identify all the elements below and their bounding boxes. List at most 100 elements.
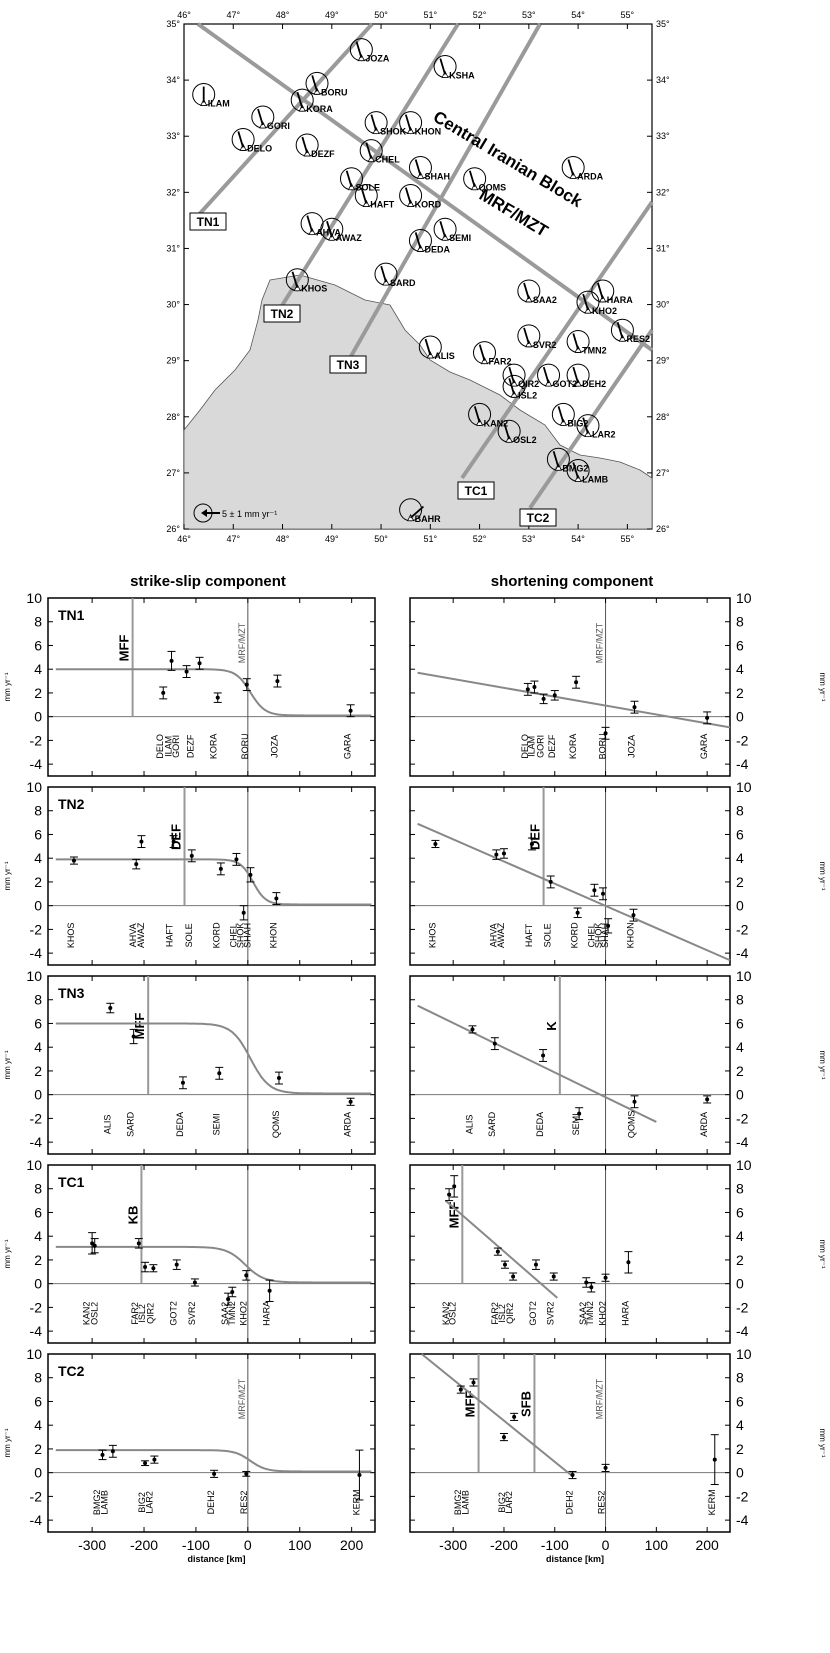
station-label: DEH2 bbox=[582, 379, 606, 389]
station-label: SAA2 bbox=[533, 295, 557, 305]
data-point bbox=[232, 852, 241, 866]
data-point bbox=[213, 692, 222, 703]
station-marker: GOT2 bbox=[537, 363, 577, 389]
data-point bbox=[129, 1028, 138, 1045]
lat-tick-label-right: 27° bbox=[656, 468, 670, 478]
panel-frame bbox=[47, 597, 376, 777]
y-tick-label: -4 bbox=[736, 1134, 749, 1150]
point-marker bbox=[276, 1076, 281, 1081]
point-marker bbox=[584, 1280, 589, 1285]
station-axis-label: SEMI bbox=[211, 1113, 221, 1135]
velocity-arrow bbox=[291, 271, 299, 288]
data-point bbox=[604, 918, 613, 934]
data-point bbox=[169, 835, 178, 849]
model-curve bbox=[55, 858, 372, 906]
data-point bbox=[88, 1232, 97, 1255]
y-tick-label: 2 bbox=[34, 1252, 42, 1268]
data-point bbox=[242, 1270, 251, 1281]
station-label: KHON bbox=[415, 127, 442, 137]
mrf-mzt-annotation: MRF/MZT bbox=[237, 1378, 247, 1419]
profile-line bbox=[276, 22, 460, 314]
y-tick-label: 2 bbox=[736, 1441, 744, 1457]
data-point bbox=[550, 690, 559, 701]
station-label: DEDA bbox=[424, 244, 450, 254]
station-marker: BORU bbox=[305, 71, 348, 97]
station-axis-label: KHO2 bbox=[238, 1301, 248, 1326]
mrf-mzt-annotation: MRF/MZT bbox=[237, 622, 247, 663]
lon-tick-label-bottom: 46° bbox=[177, 534, 191, 544]
data-point bbox=[172, 1259, 181, 1270]
lon-tick-label-bottom: 48° bbox=[276, 534, 290, 544]
data-point bbox=[509, 1272, 518, 1281]
y-tick-label: 4 bbox=[34, 1228, 42, 1244]
lat-tick-label-right: 34° bbox=[656, 75, 670, 85]
station-axis-label: KAN2 bbox=[82, 1302, 92, 1326]
station-axis-label: QOMS bbox=[271, 1111, 281, 1139]
station-axis-label: HARA bbox=[620, 1301, 630, 1326]
y-tick-label: 8 bbox=[736, 614, 744, 630]
station-marker: DEDA bbox=[408, 228, 450, 254]
station-marker: QOMS bbox=[463, 167, 506, 193]
velocity-arrow bbox=[296, 91, 304, 109]
velocity-arrow bbox=[326, 220, 333, 238]
y-tick-label: 10 bbox=[26, 968, 42, 984]
data-point bbox=[523, 682, 532, 696]
y-tick-label: 0 bbox=[736, 1276, 744, 1292]
y-tick-label: 10 bbox=[736, 779, 752, 795]
station-marker: CHEL bbox=[359, 139, 400, 165]
y-tick-label: 0 bbox=[736, 1465, 744, 1481]
station-axis-label: ISL2 bbox=[137, 1304, 147, 1323]
y-tick-label: 6 bbox=[34, 1393, 42, 1409]
data-point bbox=[530, 680, 539, 694]
station-axis-label: SVR2 bbox=[187, 1302, 197, 1326]
data-point bbox=[134, 1238, 143, 1249]
station-axis-label: ALIS bbox=[102, 1115, 112, 1135]
station-label: BORU bbox=[321, 87, 348, 97]
data-point bbox=[469, 1378, 478, 1387]
station-marker: SAA2 bbox=[517, 279, 557, 305]
point-marker bbox=[495, 1249, 500, 1254]
data-point bbox=[527, 837, 536, 851]
velocity-arrow bbox=[439, 58, 446, 75]
persian-gulf bbox=[183, 274, 653, 530]
velocity-arrow bbox=[311, 75, 318, 92]
y-tick-label: 6 bbox=[736, 826, 744, 842]
point-marker bbox=[533, 1262, 538, 1267]
profile-panel-tc2-strike-slip: 10 8 6 4 2 0 -2 -4 mm yr⁻¹ -300 -200 -100 0 100 200 dis… bbox=[3, 1346, 376, 1564]
station-axis-label: GARA bbox=[699, 734, 709, 760]
y-tick-label: 8 bbox=[34, 803, 42, 819]
fault-label: MFF bbox=[463, 1391, 478, 1418]
point-marker bbox=[551, 1274, 556, 1279]
station-axis-label: ALIS bbox=[464, 1115, 474, 1135]
velocity-arrow bbox=[365, 142, 373, 159]
station-marker: BAHR bbox=[399, 498, 441, 524]
y-tick-label: -2 bbox=[30, 921, 43, 937]
y-tick-label: 10 bbox=[26, 779, 42, 795]
station-marker: ISL2 bbox=[502, 374, 537, 400]
station-axis-label: AHVA bbox=[488, 923, 498, 947]
station-marker: AWAZ bbox=[320, 217, 362, 243]
point-marker bbox=[632, 1099, 637, 1104]
station-marker: ILAM bbox=[192, 83, 230, 109]
data-point bbox=[630, 1095, 639, 1109]
y-tick-label: 8 bbox=[736, 803, 744, 819]
panel-label: TN1 bbox=[58, 607, 85, 623]
velocity-arrow bbox=[237, 131, 244, 148]
velocity-arrow bbox=[355, 41, 363, 58]
station-axis-label: OSL2 bbox=[448, 1302, 458, 1325]
station-axis-label: TMN2 bbox=[227, 1301, 237, 1326]
station-label: SHAH bbox=[424, 172, 450, 182]
point-marker bbox=[244, 1471, 249, 1476]
velocity-arrow bbox=[370, 114, 377, 131]
station-axis-label: KHOS bbox=[427, 923, 437, 949]
station-axis-label: SHOK bbox=[593, 923, 603, 949]
station-axis-label: SARD bbox=[487, 1111, 497, 1137]
data-point bbox=[239, 905, 248, 921]
data-point bbox=[703, 1095, 712, 1104]
y-tick-label: 0 bbox=[34, 898, 42, 914]
data-point bbox=[228, 1286, 237, 1298]
station-marker: AHVA bbox=[300, 212, 341, 238]
station-axis-label: JOZA bbox=[269, 735, 279, 758]
lat-tick-label-left: 28° bbox=[166, 412, 180, 422]
